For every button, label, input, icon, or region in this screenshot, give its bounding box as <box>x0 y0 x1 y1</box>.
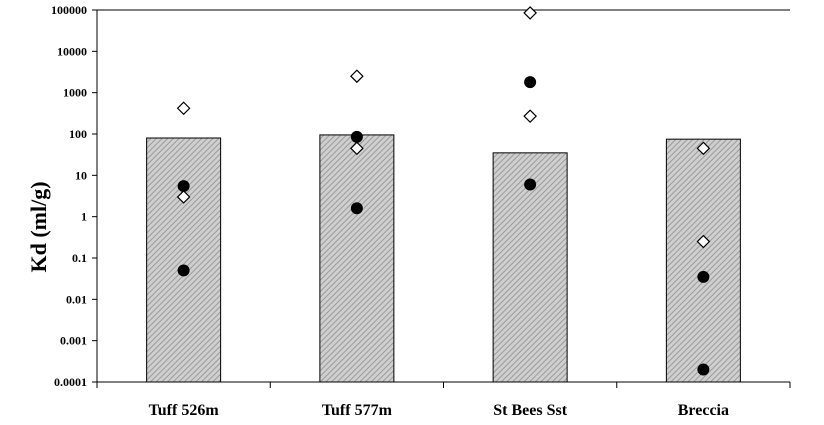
bars <box>146 134 741 383</box>
open-diamond-marker <box>523 109 537 124</box>
y-tick-label: 1 <box>81 210 87 224</box>
markers <box>176 6 711 376</box>
bar-st-bees-sst <box>492 152 568 383</box>
filled-circle-marker <box>177 264 190 277</box>
y-tick-label: 0.1 <box>72 251 87 265</box>
filled-circle-marker <box>350 130 363 143</box>
filled-circle-marker <box>350 202 363 215</box>
open-diamond-marker <box>350 69 364 84</box>
x-category-label: Tuff 577m <box>322 402 393 419</box>
x-category-label: Tuff 526m <box>149 402 220 419</box>
y-axis-title: Kd (ml/g) <box>26 181 51 272</box>
bar-tuff-577m <box>319 134 395 383</box>
y-tick-label: 100000 <box>51 3 87 17</box>
y-tick-label: 0.01 <box>66 292 87 306</box>
y-ticks: 100000 10000 1000 100 10 1 0.1 0.01 0.001 0.0001 <box>51 3 97 389</box>
filled-circle-marker <box>177 180 190 193</box>
x-category-label: Breccia <box>678 402 729 419</box>
open-diamond-marker <box>696 234 711 249</box>
filled-circle-marker <box>697 270 710 283</box>
y-tick-label: 10000 <box>57 44 87 58</box>
filled-circle-marker <box>524 76 537 89</box>
open-diamond-marker <box>176 190 191 204</box>
bar-breccia <box>665 138 741 383</box>
x-category-label: St Bees Sst <box>493 402 567 419</box>
y-tick-label: 100 <box>69 127 87 141</box>
filled-circle-marker <box>697 363 710 376</box>
open-diamond-marker <box>176 101 191 116</box>
x-ticks: Tuff 526m Tuff 577m St Bees Sst Breccia <box>96 382 791 419</box>
open-diamond-marker <box>696 141 711 156</box>
y-tick-label: 0.001 <box>60 334 87 348</box>
y-tick-label: 1000 <box>63 86 87 100</box>
filled-circle-marker <box>524 178 537 191</box>
y-tick-label: 10 <box>75 168 87 182</box>
open-diamond-marker <box>523 6 537 20</box>
bar-tuff-526m <box>146 137 222 383</box>
open-diamond-marker <box>350 141 364 156</box>
y-tick-label: 0.0001 <box>54 375 87 389</box>
